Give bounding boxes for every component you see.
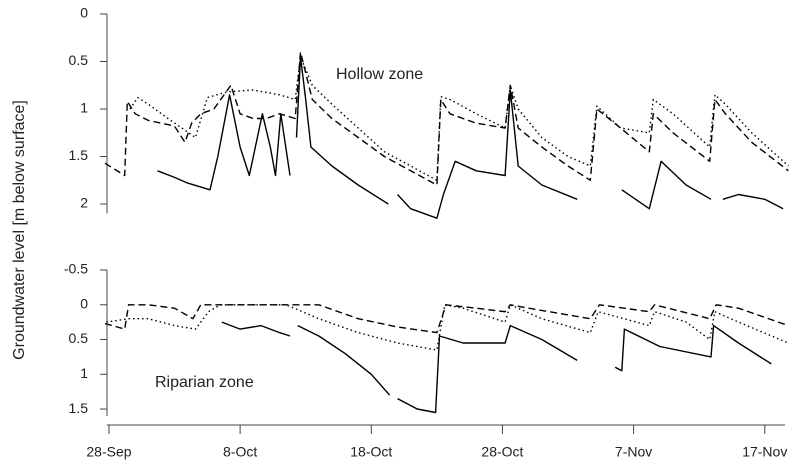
- y-tick-label: 0.5: [69, 330, 89, 346]
- line-series: [106, 304, 789, 351]
- annotation: Riparian zone: [155, 374, 254, 391]
- y-axis-label: Groundwater level [m below surface]: [11, 100, 28, 360]
- x-tick-label: 28-Oct: [481, 444, 523, 460]
- y-tick-label: 0: [80, 295, 88, 311]
- y-tick-label: 1: [80, 365, 88, 381]
- y-tick-label: 0: [80, 5, 88, 21]
- x-tick-label: 28-Sep: [86, 444, 131, 460]
- line-series: [129, 56, 789, 181]
- line-series: [157, 56, 784, 219]
- x-tick-label: 17-Nov: [742, 444, 787, 460]
- line-series: [104, 304, 789, 334]
- x-tick-label: 7-Nov: [615, 444, 652, 460]
- y-tick-label: 1: [80, 100, 88, 116]
- y-tick-label: 0.5: [69, 52, 89, 68]
- line-series: [221, 321, 772, 414]
- y-tick-label: -0.5: [64, 261, 88, 277]
- annotation: Hollow zone: [336, 66, 423, 83]
- y-tick-label: 2: [80, 195, 88, 211]
- x-tick-label: 18-Oct: [350, 444, 392, 460]
- y-tick-label: 1.5: [69, 147, 89, 163]
- line-series: [104, 51, 789, 186]
- y-tick-label: 1.5: [69, 400, 89, 416]
- x-tick-label: 8-Oct: [223, 444, 257, 460]
